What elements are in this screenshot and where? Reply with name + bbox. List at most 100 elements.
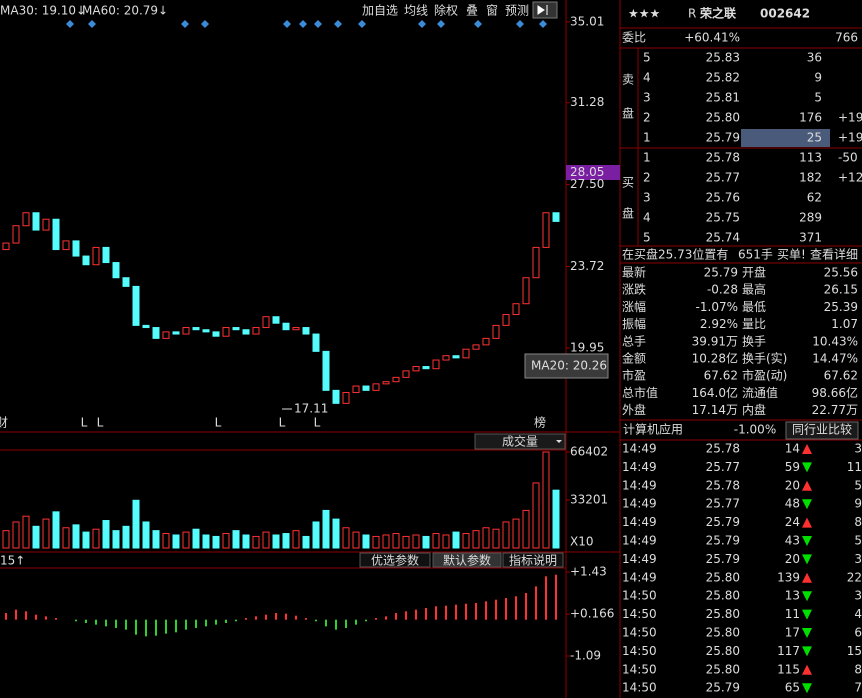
volume-bar — [122, 525, 130, 549]
stat-value: -1.07% — [696, 300, 738, 314]
candle — [402, 370, 410, 378]
indicator-tab-label[interactable]: 优选参数 — [371, 553, 419, 568]
indicator-tab-label[interactable]: 默认参数 — [443, 553, 491, 568]
current-price-box — [566, 165, 620, 180]
candle — [172, 331, 180, 335]
indicator-tab[interactable] — [432, 552, 502, 568]
candle — [232, 327, 240, 331]
tick-volume: 59 — [785, 460, 800, 474]
candle — [252, 327, 260, 335]
volume-bar — [72, 524, 80, 549]
tick-price: 25.80 — [706, 570, 740, 584]
candle — [162, 331, 170, 339]
candle — [272, 316, 280, 324]
tick-volume: 24 — [785, 515, 800, 529]
candle — [12, 225, 20, 244]
tick-price: 25.79 — [706, 681, 740, 695]
candle — [192, 327, 200, 331]
volume-bar — [322, 509, 330, 549]
event-marker: L — [81, 416, 88, 430]
indicator-name: 成交量 — [502, 434, 538, 449]
event-marker: 财 — [0, 416, 8, 430]
tick-count: 3 — [854, 589, 862, 603]
toolbar-button[interactable]: 除权 — [434, 3, 458, 18]
ma-tooltip: MA20: 20.26 — [531, 359, 607, 373]
indicator-tab[interactable] — [359, 552, 431, 568]
y-tick-label: +1.43 — [570, 565, 607, 579]
tick-time: 14:49 — [622, 570, 657, 584]
toolbar-button[interactable]: 窗 — [486, 4, 498, 18]
volume-bar — [52, 511, 60, 549]
tick-count: 5 — [854, 534, 862, 548]
tick-direction — [802, 462, 812, 473]
candle — [62, 240, 70, 251]
stat-value: -0.28 — [707, 283, 738, 297]
tick-time: 14:49 — [622, 460, 657, 474]
bid-change: +12 — [838, 171, 862, 185]
toolbar-button[interactable]: 叠 — [466, 4, 478, 18]
y-tick-label: +0.166 — [570, 607, 614, 621]
event-marker: 榜 — [534, 415, 546, 430]
toolbar-button[interactable]: 预测 — [505, 4, 529, 18]
volume-bar — [32, 525, 40, 549]
candle — [432, 359, 440, 370]
bid-volume: 371 — [799, 231, 822, 245]
indicator-tab[interactable] — [502, 552, 564, 568]
volume-bar — [12, 521, 20, 549]
ask-change: +19 — [838, 131, 862, 145]
ask-level: 1 — [643, 131, 651, 145]
market-tag: R — [688, 7, 696, 21]
candle — [522, 277, 530, 305]
candle — [362, 385, 370, 391]
event-diamonds — [66, 20, 547, 28]
ask-price: 25.82 — [706, 71, 740, 85]
tick-direction — [802, 499, 812, 510]
compare-label[interactable]: 同行业比较 — [792, 422, 852, 437]
ma30-label: MA30: 19.10↓ — [0, 4, 86, 18]
stat-label: 流通值 — [742, 385, 778, 400]
notice-text: 买单! — [777, 248, 806, 262]
volume-bar — [62, 527, 70, 549]
bid-volume: 289 — [799, 211, 822, 225]
toolbar-icon[interactable] — [532, 1, 558, 19]
ask-level: 2 — [643, 111, 651, 125]
indicator-tab-label[interactable]: 指标说明 — [509, 553, 557, 568]
volume-bar — [452, 531, 460, 549]
tick-price: 25.80 — [706, 589, 740, 603]
volume-bar — [272, 534, 280, 549]
stat-value: 67.62 — [704, 369, 738, 383]
tick-time: 14:50 — [622, 681, 657, 695]
event-marker: L — [314, 416, 321, 430]
volume-bar — [312, 521, 320, 549]
bid-level: 3 — [643, 191, 651, 205]
ask-level: 3 — [643, 91, 651, 105]
candle — [442, 355, 450, 361]
volume-bar — [522, 509, 530, 549]
candle — [112, 262, 120, 279]
tick-count: 8 — [854, 662, 862, 676]
ask-change: +19 — [838, 111, 862, 125]
stat-label: 总手 — [622, 334, 646, 348]
volume-bar — [442, 534, 450, 549]
volume-bar — [262, 531, 270, 549]
y-tick-label: 27.50 — [570, 177, 604, 191]
toolbar-button[interactable]: 加自选 — [362, 4, 398, 18]
y-tick-label: 19.95 — [570, 341, 604, 355]
toolbar-button[interactable]: 均线 — [404, 4, 428, 18]
indicator-select[interactable] — [474, 433, 566, 450]
stat-label: 总市值 — [622, 385, 658, 400]
candle — [422, 366, 430, 370]
volume-bar — [382, 534, 390, 549]
compare-button[interactable] — [785, 421, 859, 440]
candle — [22, 212, 30, 227]
candle — [552, 212, 560, 222]
stat-value: 2.92% — [700, 317, 738, 331]
tick-time: 14:49 — [622, 497, 657, 511]
stat-value: 1.07 — [831, 317, 858, 331]
candle — [122, 277, 130, 287]
notice-text[interactable]: 查看详细 — [810, 247, 858, 262]
tick-price: 25.78 — [706, 478, 740, 492]
candle — [452, 355, 460, 359]
candle — [132, 285, 140, 326]
